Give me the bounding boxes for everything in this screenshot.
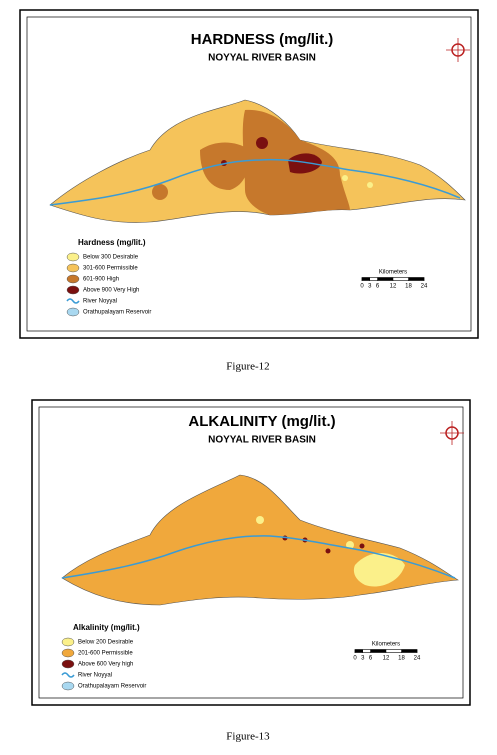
map-title: ALKALINITY (mg/lit.) xyxy=(188,413,335,430)
map-panel xyxy=(19,9,479,339)
legend-symbol xyxy=(66,274,80,284)
legend-label: River Noyyal xyxy=(83,299,117,305)
legend-symbol xyxy=(66,298,80,304)
zone xyxy=(325,548,331,554)
scale-segment xyxy=(370,649,386,653)
legend-symbol xyxy=(61,648,75,658)
legend-label: Orathupalayam Reservoir xyxy=(78,684,146,690)
scale-segment xyxy=(355,649,363,653)
legend-label: Below 300 Desirable xyxy=(83,255,139,261)
legend-label: Above 600 Very high xyxy=(78,662,133,668)
legend-symbol xyxy=(66,307,80,317)
scale-label: 18 xyxy=(398,656,405,662)
zone xyxy=(346,541,354,549)
legend-title: Hardness (mg/lit.) xyxy=(78,238,146,247)
zone xyxy=(256,137,268,149)
legend-label: Above 900 Very High xyxy=(83,288,139,294)
scale-segment xyxy=(377,277,393,281)
scale-label: 3 xyxy=(368,284,372,290)
zone xyxy=(342,175,348,181)
scale-label: 12 xyxy=(390,284,397,290)
scale-segment xyxy=(401,649,417,653)
zone xyxy=(152,184,168,200)
legend-label: River Noyyal xyxy=(78,673,112,679)
legend-title: Alkalinity (mg/lit.) xyxy=(73,623,140,632)
scale-label: 18 xyxy=(405,284,412,290)
figure-caption: Figure-13 xyxy=(226,731,270,743)
scale-segment xyxy=(362,277,370,281)
legend-symbol xyxy=(66,285,80,295)
scale-label: 0 xyxy=(360,284,364,290)
legend-symbol xyxy=(61,659,75,669)
legend-label: Below 200 Desirable xyxy=(78,640,134,646)
scale-label: 24 xyxy=(421,284,428,290)
zone xyxy=(359,543,365,549)
map-title: HARDNESS (mg/lit.) xyxy=(191,31,334,48)
map-subtitle: NOYYAL RIVER BASIN xyxy=(208,435,316,446)
legend-label: Orathupalayam Reservoir xyxy=(83,310,151,316)
scale-label: 24 xyxy=(414,656,421,662)
scale-segment xyxy=(408,277,424,281)
frame-inner xyxy=(38,406,464,699)
legend-symbol xyxy=(66,252,80,262)
legend-label: 301-600 Permissible xyxy=(83,266,138,272)
scale-label: 12 xyxy=(383,656,390,662)
scale-title: Kilometers xyxy=(379,270,407,276)
map-subtitle: NOYYAL RIVER BASIN xyxy=(208,53,316,64)
north-arrow xyxy=(440,421,464,445)
legend-label: 201-600 Permissible xyxy=(78,651,133,657)
legend-label: 601-900 High xyxy=(83,277,119,283)
legend-symbol xyxy=(61,672,75,678)
zone xyxy=(256,516,264,524)
zone xyxy=(367,182,373,188)
figure-caption: Figure-12 xyxy=(226,361,269,373)
legend-symbol xyxy=(61,681,75,691)
scale-label: 3 xyxy=(361,656,365,662)
river xyxy=(61,535,456,579)
scale-label: 6 xyxy=(376,284,380,290)
scale-label: 0 xyxy=(353,656,357,662)
scale-title: Kilometers xyxy=(372,642,400,648)
north-arrow xyxy=(446,38,470,62)
map-panel xyxy=(31,399,471,706)
zone xyxy=(200,109,350,215)
legend-symbol xyxy=(66,263,80,273)
legend-symbol xyxy=(61,637,75,647)
scale-label: 6 xyxy=(369,656,373,662)
zone xyxy=(288,153,322,174)
river xyxy=(49,158,461,206)
frame-inner xyxy=(26,16,472,332)
zone xyxy=(353,552,405,587)
